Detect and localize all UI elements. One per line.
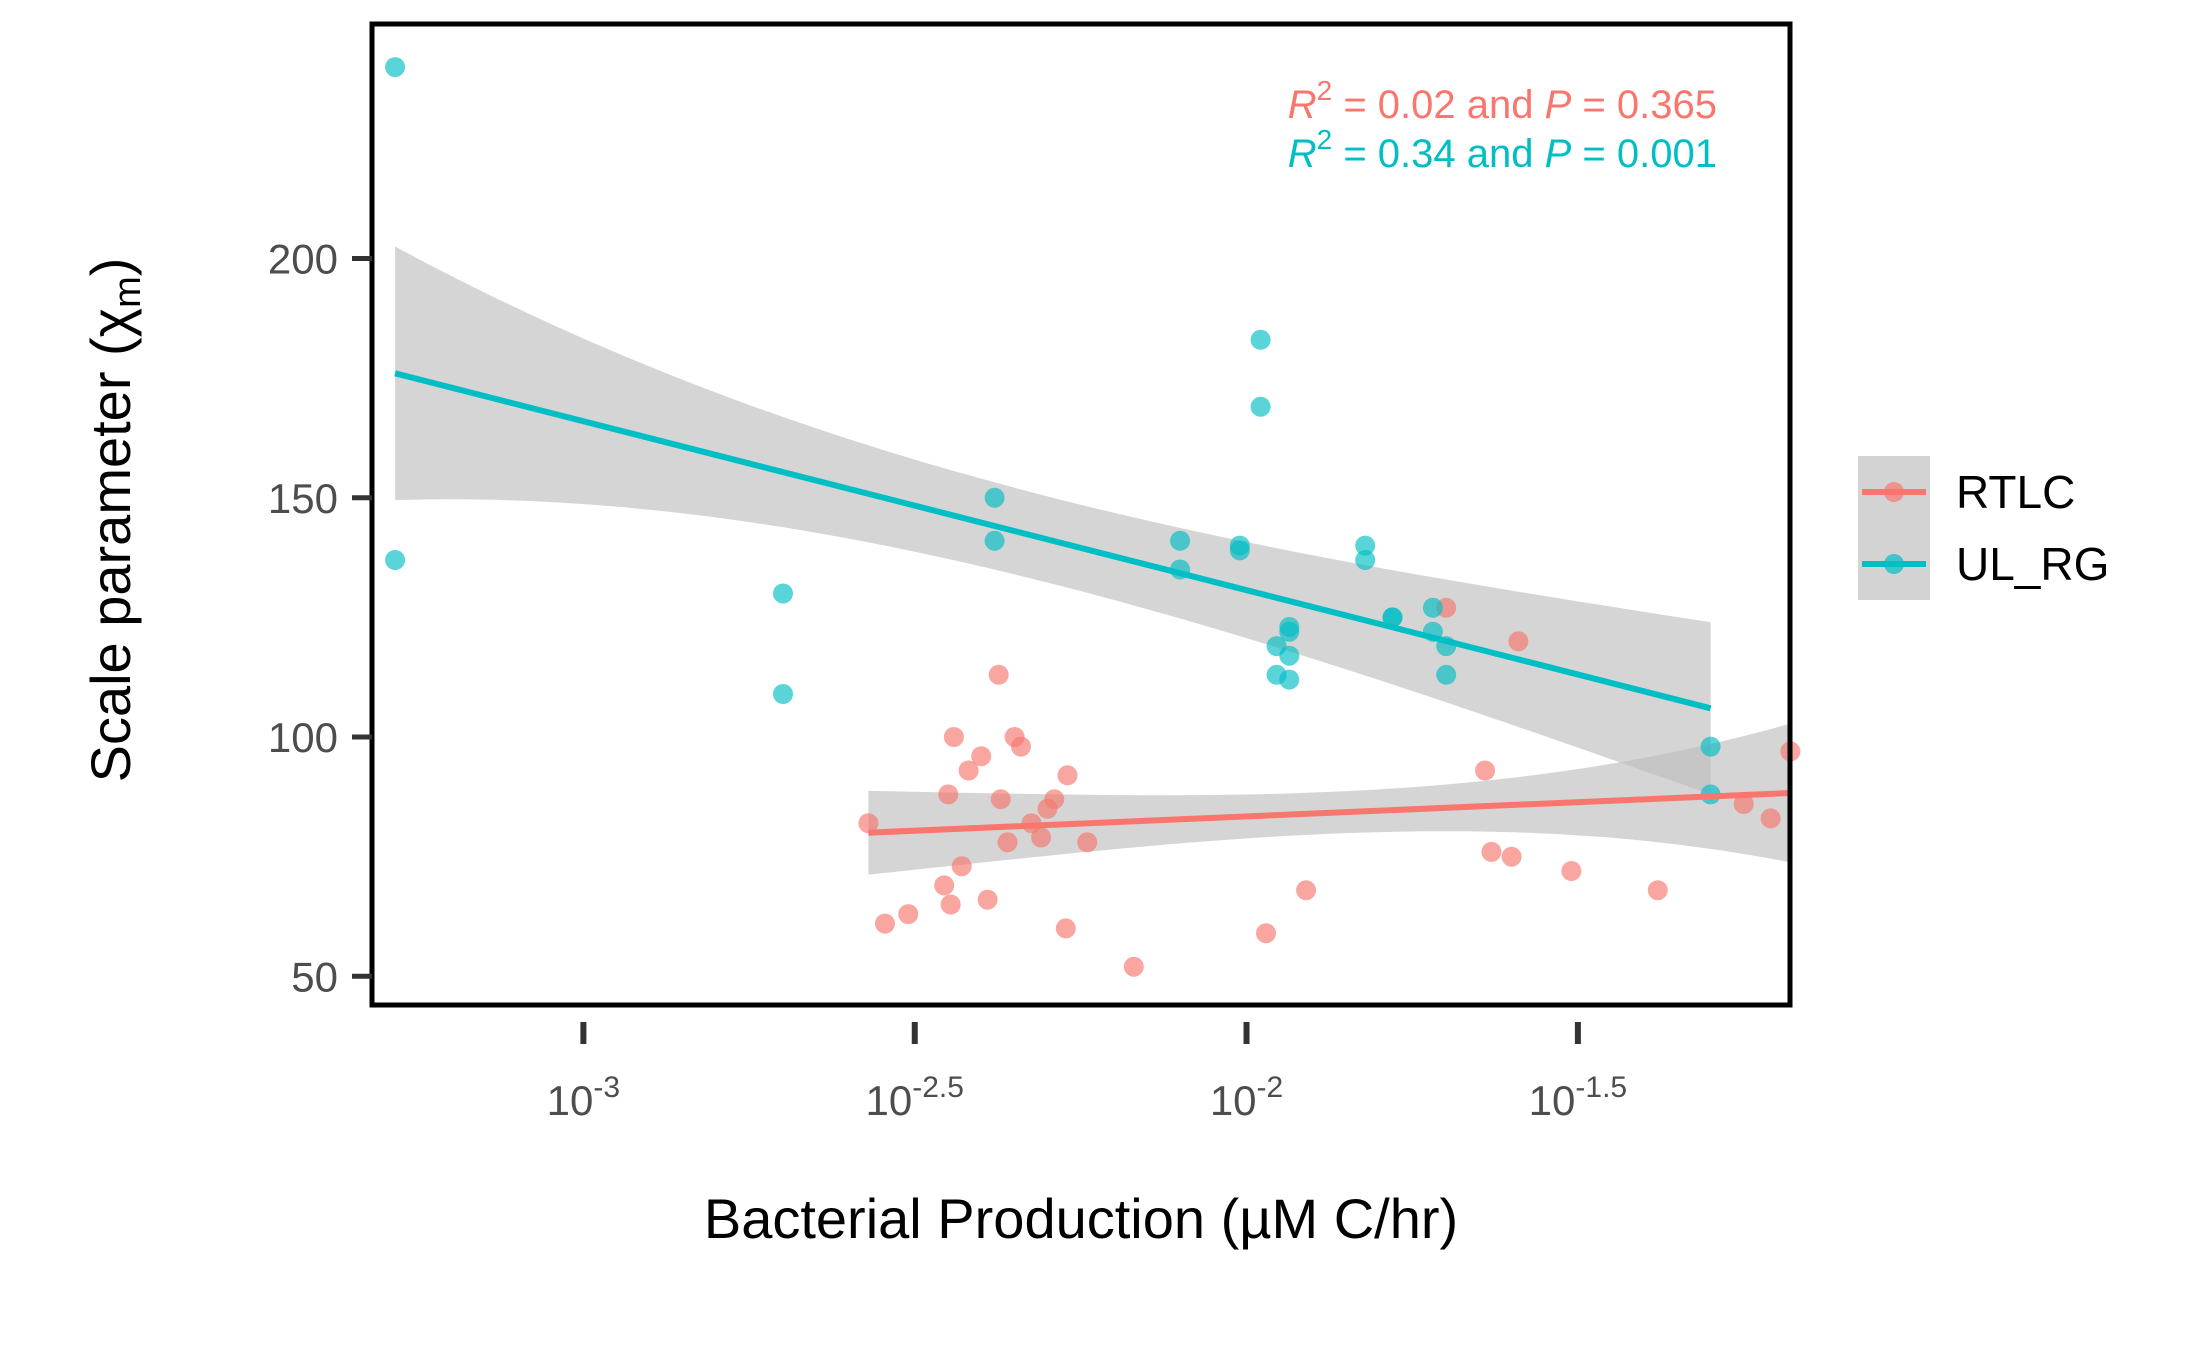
y-axis: 50 100 150 200 — [268, 235, 372, 1000]
point-rtlc — [858, 813, 879, 834]
legend-key-ul-rg-point — [1884, 554, 1904, 574]
point-rtlc — [1296, 880, 1317, 901]
y-tick-label: 100 — [268, 714, 338, 761]
point-rtlc — [940, 894, 961, 915]
point-rtlc — [1733, 794, 1754, 814]
annotation-rtlc-tail: = 0.365 — [1571, 83, 1717, 127]
point-ul-rg — [1279, 645, 1300, 666]
annotation-ul-rg-p: P — [1545, 132, 1572, 176]
x-tick-label: 10-3 — [547, 1071, 620, 1124]
point-ul-rg — [773, 684, 793, 704]
point-rtlc — [1561, 861, 1582, 881]
point-rtlc — [1508, 631, 1529, 652]
y-axis-title-subscript: m — [107, 276, 149, 308]
point-ul-rg — [1700, 736, 1721, 757]
y-axis-title-main: Scale parameter (χ — [79, 308, 142, 782]
point-rtlc — [1031, 827, 1052, 848]
point-ul-rg — [1436, 664, 1457, 685]
point-ul-rg — [1229, 540, 1250, 561]
annotation-rtlc-text: R2 = 0.02 and P = 0.365 — [1288, 75, 1717, 127]
legend-label-rtlc: RTLC — [1956, 466, 2075, 518]
point-ul-rg — [1170, 530, 1191, 551]
point-rtlc — [934, 875, 955, 896]
legend-key-rtlc-point — [1884, 482, 1904, 502]
ci-band-rtlc — [868, 723, 1791, 875]
point-rtlc — [1647, 880, 1668, 901]
point-ul-rg — [1422, 597, 1443, 618]
confidence-bands — [395, 246, 1791, 875]
point-ul-rg — [1250, 396, 1271, 417]
point-rtlc — [997, 832, 1018, 853]
point-rtlc — [977, 889, 998, 910]
y-axis-title: Scale parameter (χm) — [79, 258, 149, 783]
annotation-ul-rg-r: R — [1288, 132, 1317, 176]
annotation-rtlc-p: P — [1545, 83, 1572, 127]
regression-lines — [394, 370, 1791, 836]
point-rtlc — [898, 904, 919, 925]
point-rtlc — [1055, 918, 1076, 939]
point-rtlc — [1501, 846, 1522, 867]
series-rtlc — [858, 597, 1801, 977]
annotation-ul-rg-r-sup: 2 — [1317, 124, 1333, 155]
annotation-rtlc-mid: = 0.02 and — [1332, 83, 1544, 127]
x-axis: 10-3 10-2.5 10-2 10-1.5 — [547, 1022, 1627, 1124]
point-rtlc — [1481, 841, 1502, 862]
point-rtlc — [1256, 923, 1276, 944]
y-tick-label: 50 — [291, 953, 338, 1000]
point-rtlc — [958, 760, 979, 781]
annotation-rtlc-r: R — [1288, 83, 1317, 127]
point-rtlc — [1760, 808, 1781, 829]
point-ul-rg — [984, 530, 1005, 551]
point-rtlc — [988, 664, 1009, 685]
point-ul-rg — [1279, 621, 1300, 642]
point-ul-rg — [385, 550, 406, 570]
point-rtlc — [943, 727, 964, 747]
point-rtlc — [938, 784, 959, 805]
y-tick-label: 200 — [268, 235, 338, 282]
point-ul-rg — [1250, 329, 1271, 350]
point-rtlc — [875, 913, 895, 934]
point-ul-rg — [773, 583, 793, 604]
y-axis-title-close: ) — [79, 258, 142, 277]
legend-label-ul-rg: UL_RG — [1956, 538, 2109, 590]
point-ul-rg — [1355, 535, 1376, 556]
legend-item-rtlc: RTLC — [1858, 456, 2075, 528]
x-tick-label: 10-2 — [1210, 1071, 1283, 1124]
point-ul-rg — [1355, 550, 1376, 570]
point-ul-rg — [385, 57, 406, 78]
point-rtlc — [990, 789, 1011, 810]
point-ul-rg — [1382, 607, 1403, 628]
annotation-rtlc: R2 = 0.02 and P = 0.365 — [1288, 75, 1717, 127]
plot-panel-border — [369, 21, 1793, 1008]
point-rtlc — [1057, 765, 1078, 786]
legend-item-ul-rg: UL_RG — [1858, 528, 2109, 600]
point-rtlc — [1044, 789, 1065, 810]
x-tick-label: 10-2.5 — [866, 1071, 964, 1124]
legend: RTLC UL_RG — [1858, 456, 2109, 600]
point-rtlc — [1077, 832, 1098, 853]
annotation-ul-rg-tail: = 0.001 — [1571, 132, 1717, 176]
annotation-ul-rg-mid: = 0.34 and — [1332, 132, 1544, 176]
point-rtlc — [1011, 736, 1031, 757]
point-rtlc — [971, 746, 992, 767]
x-tick-label: 10-1.5 — [1529, 1071, 1627, 1124]
fit-line-ul-rg — [394, 370, 1712, 712]
y-tick-label: 150 — [268, 475, 338, 522]
point-ul-rg — [984, 487, 1005, 508]
annotation-ul-rg-text: R2 = 0.34 and P = 0.001 — [1288, 124, 1717, 176]
fit-line-rtlc — [868, 790, 1791, 836]
ci-band-ul-rg — [395, 246, 1711, 795]
point-rtlc — [951, 856, 972, 877]
point-rtlc — [1123, 956, 1144, 977]
annotation-rtlc-r-sup: 2 — [1317, 75, 1333, 106]
x-axis-title: Bacterial Production (µM C/hr) — [704, 1187, 1458, 1250]
point-rtlc — [1475, 760, 1496, 781]
point-ul-rg — [1279, 669, 1300, 690]
annotation-ul-rg: R2 = 0.34 and P = 0.001 — [1288, 124, 1717, 176]
